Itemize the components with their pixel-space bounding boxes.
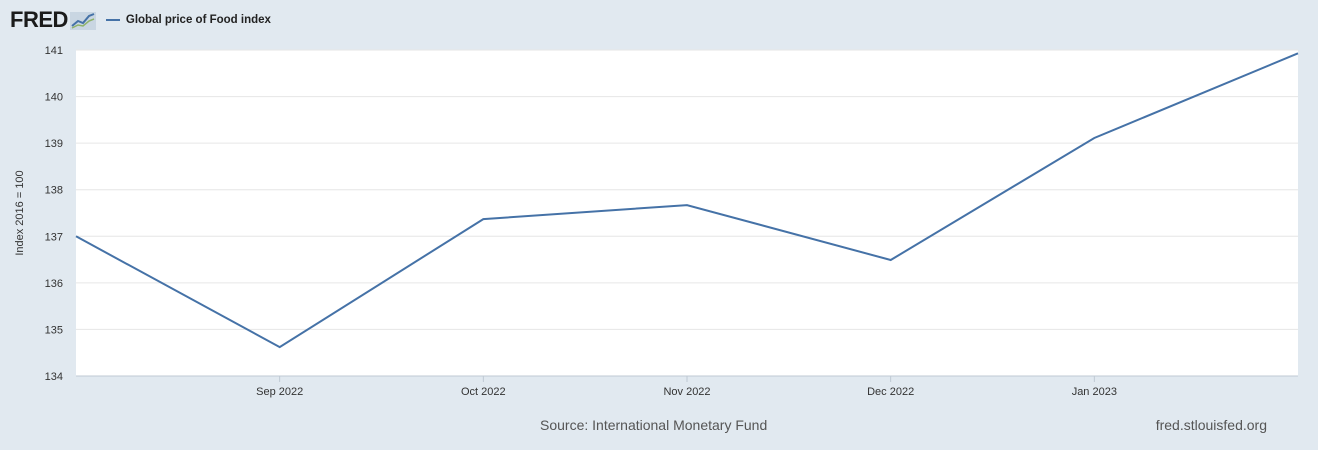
- y-tick-label: 137: [45, 231, 63, 243]
- x-tick-label: Jan 2023: [1072, 386, 1117, 398]
- y-tick-label: 140: [45, 92, 63, 104]
- x-tick-label: Nov 2022: [663, 386, 710, 398]
- y-tick-label: 138: [45, 185, 63, 197]
- y-axis-label: Index 2016 = 100: [14, 170, 26, 255]
- x-tick-label: Sep 2022: [256, 386, 303, 398]
- legend[interactable]: Global price of Food index: [105, 14, 271, 26]
- series-line-food-index[interactable]: [75, 52, 1299, 349]
- y-tick-label: 139: [45, 138, 63, 150]
- x-tick-label: Oct 2022: [461, 386, 506, 398]
- legend-swatch: [105, 19, 120, 21]
- y-tick-label: 136: [45, 278, 63, 290]
- x-tick-label: Dec 2022: [867, 386, 914, 398]
- y-axis-ticks: 134 135 136 137 138 139 140 141: [45, 45, 63, 383]
- plot-area: [76, 50, 1298, 376]
- fred-graph-icon: [69, 12, 96, 30]
- y-tick-label: 135: [45, 324, 63, 336]
- legend-label: Global price of Food index: [125, 14, 271, 26]
- source-text: Source: International Monetary Fund: [540, 417, 768, 433]
- y-tick-label: 141: [45, 45, 63, 57]
- chart-header: FRED Global price of Food index: [10, 6, 271, 34]
- gridlines: [76, 49, 1298, 330]
- y-tick-label: 134: [45, 371, 63, 383]
- fred-url-link[interactable]: fred.stlouisfed.org: [1155, 417, 1267, 433]
- x-axis-ticks: Sep 2022 Oct 2022 Nov 2022 Dec 2022 Jan 2023: [256, 376, 1117, 398]
- fred-logo[interactable]: FRED: [10, 7, 68, 32]
